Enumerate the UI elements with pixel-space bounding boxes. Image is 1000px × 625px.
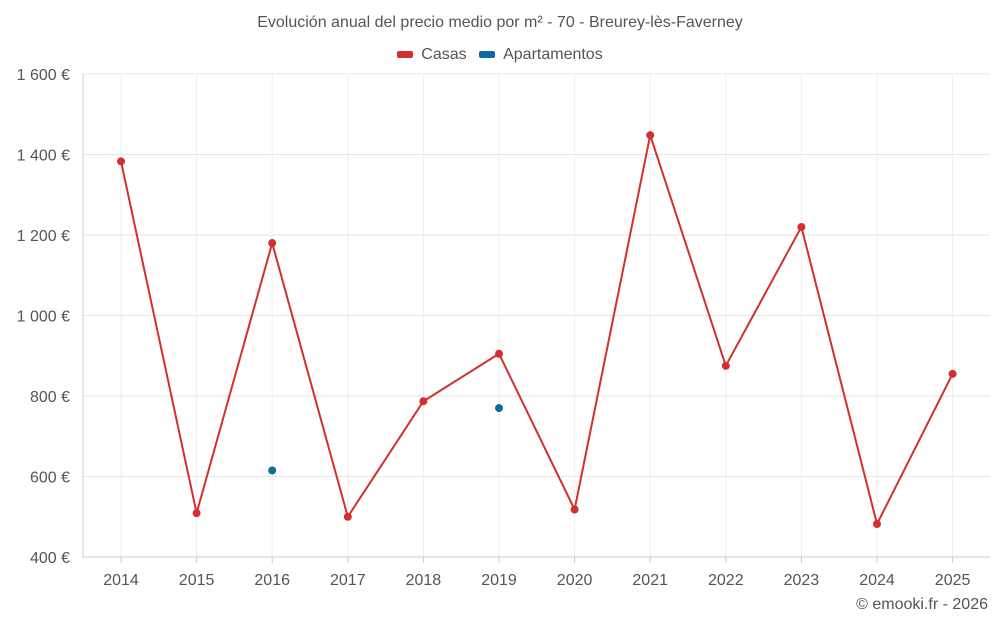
legend-item-apartamentos[interactable]: Apartamentos [479, 46, 603, 64]
y-tick-label: 400 € [30, 550, 70, 567]
data-point-casas[interactable] [419, 397, 428, 406]
x-tick-label: 2023 [784, 572, 820, 589]
x-tick-label: 2018 [406, 572, 442, 589]
series-line-casas [120, 134, 954, 525]
series [117, 131, 957, 528]
y-tick-label: 1 600 € [17, 67, 70, 84]
x-tick-label: 2017 [330, 572, 366, 589]
data-point-casas[interactable] [797, 222, 806, 231]
data-point-casas[interactable] [948, 369, 957, 378]
x-tick-label: 2020 [557, 572, 593, 589]
legend: Casas Apartamentos [0, 45, 1000, 64]
data-point-apartamentos[interactable] [495, 404, 503, 413]
data-point-casas[interactable] [192, 509, 201, 518]
axes: 400 € 600 € 800 € 1 000 € 1 200 € 1 400 € 1 60… [17, 67, 990, 589]
data-point-casas[interactable] [646, 131, 655, 140]
legend-swatch-casas [397, 51, 414, 58]
data-point-casas[interactable] [721, 361, 730, 370]
grid [83, 73, 990, 558]
y-tick-label: 800 € [30, 389, 70, 406]
credit-text: © emooki.fr - 2026 [856, 596, 988, 613]
x-tick-label: 2019 [481, 572, 517, 589]
data-point-casas[interactable] [117, 157, 125, 166]
data-point-casas[interactable] [495, 349, 503, 358]
data-point-casas[interactable] [570, 505, 579, 514]
x-tick-label: 2014 [103, 572, 139, 589]
x-tick-label: 2025 [935, 572, 971, 589]
y-tick-label: 1 200 € [17, 228, 70, 245]
data-point-casas[interactable] [343, 512, 352, 521]
legend-swatch-apartamentos [479, 51, 496, 58]
legend-item-casas[interactable]: Casas [397, 45, 467, 64]
legend-label-apartamentos: Apartamentos [503, 45, 603, 63]
legend-label-casas: Casas [421, 45, 467, 63]
x-tick-label: 2021 [632, 572, 668, 589]
data-point-casas[interactable] [268, 239, 277, 248]
y-tick-label: 1 400 € [17, 148, 70, 165]
y-tick-label: 1 000 € [17, 309, 70, 326]
x-tick-label: 2015 [179, 572, 215, 589]
data-point-casas[interactable] [873, 519, 881, 528]
x-tick-label: 2024 [859, 572, 895, 589]
data-point-apartamentos[interactable] [268, 466, 277, 475]
y-tick-label: 600 € [30, 470, 70, 487]
chart-title: Evolución anual del precio medio por m² … [257, 14, 743, 31]
x-tick-label: 2022 [708, 572, 744, 589]
x-tick-label: 2016 [254, 572, 290, 589]
